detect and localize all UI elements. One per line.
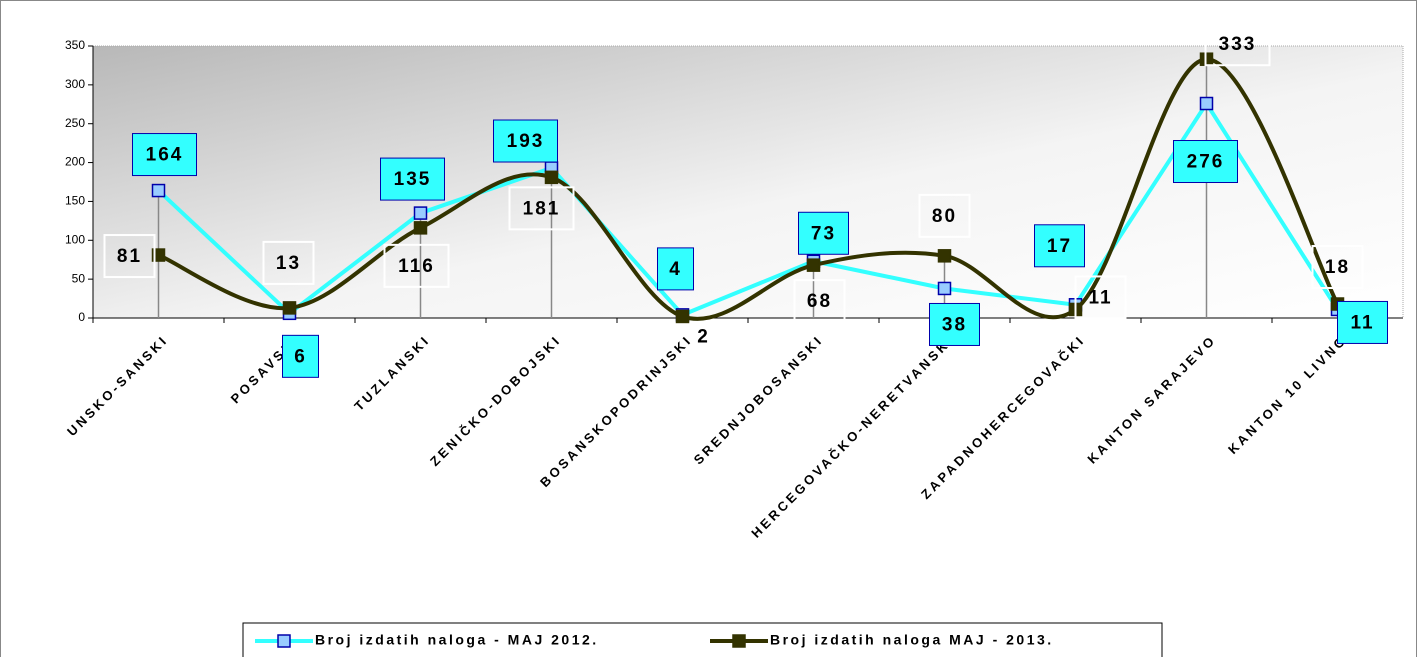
data-label: 11 bbox=[1350, 312, 1374, 333]
point-marker bbox=[282, 301, 297, 315]
data-label-box bbox=[929, 302, 980, 346]
data-label: 116 bbox=[398, 256, 435, 277]
point-marker bbox=[806, 258, 821, 272]
data-label: 276 bbox=[1187, 152, 1225, 173]
data-label-box bbox=[493, 119, 558, 163]
y-tick-label: 350 bbox=[65, 38, 85, 52]
data-label: 164 bbox=[146, 145, 184, 166]
point-marker bbox=[937, 249, 952, 263]
data-label-box bbox=[1173, 140, 1238, 184]
data-label-box bbox=[1074, 275, 1127, 320]
y-tick-label: 50 bbox=[72, 271, 86, 285]
point-marker bbox=[675, 309, 690, 324]
data-label: 181 bbox=[523, 198, 561, 219]
data-label: 11 bbox=[1088, 287, 1112, 308]
series-line bbox=[157, 57, 1340, 321]
data-label-box bbox=[918, 193, 971, 238]
legend-marker bbox=[732, 634, 746, 648]
data-label-box bbox=[508, 186, 575, 231]
series-line bbox=[157, 99, 1340, 318]
data-label-box bbox=[380, 157, 445, 201]
legend-marker bbox=[277, 634, 291, 648]
data-label-box bbox=[1337, 300, 1388, 344]
point-marker bbox=[1199, 96, 1214, 111]
y-tick-label: 300 bbox=[65, 77, 85, 91]
point-marker bbox=[151, 183, 166, 198]
point-marker bbox=[413, 206, 428, 220]
data-label: 81 bbox=[117, 246, 142, 267]
data-label: 333 bbox=[1219, 34, 1257, 55]
data-label: 80 bbox=[932, 206, 957, 227]
data-label: 4 bbox=[669, 259, 682, 280]
data-label: 18 bbox=[1325, 257, 1350, 278]
data-label: 38 bbox=[942, 314, 967, 335]
data-label-box bbox=[1204, 22, 1271, 67]
data-label-box bbox=[282, 334, 319, 378]
data-label-box bbox=[103, 234, 156, 279]
data-label: 2 bbox=[697, 326, 710, 347]
legend-box bbox=[242, 622, 1163, 662]
point-marker bbox=[413, 221, 428, 235]
data-label-box bbox=[793, 279, 846, 324]
data-label: 13 bbox=[276, 253, 301, 274]
data-label: 193 bbox=[507, 131, 545, 152]
data-label-box bbox=[132, 133, 197, 177]
y-tick-label: 0 bbox=[78, 310, 85, 324]
data-label-box bbox=[1311, 245, 1364, 290]
data-label-box bbox=[798, 211, 849, 255]
data-label: 17 bbox=[1047, 236, 1072, 257]
data-label: 135 bbox=[394, 169, 432, 190]
data-label: 68 bbox=[807, 291, 832, 312]
data-label-box bbox=[657, 247, 694, 291]
point-marker bbox=[937, 281, 952, 296]
y-tick-label: 100 bbox=[65, 232, 85, 246]
y-tick-label: 200 bbox=[65, 155, 85, 169]
point-marker bbox=[544, 170, 559, 185]
y-tick-label: 150 bbox=[65, 194, 85, 208]
legend-label: Broj izdatih naloga MAJ - 2013. bbox=[770, 632, 1054, 648]
data-label-box bbox=[1034, 224, 1085, 268]
data-label-box bbox=[383, 243, 450, 288]
data-label: 6 bbox=[294, 346, 307, 367]
y-tick-label: 250 bbox=[65, 116, 85, 130]
data-label-box bbox=[262, 240, 315, 285]
data-label: 73 bbox=[811, 223, 836, 244]
legend-label: Broj izdatih naloga - MAJ 2012. bbox=[315, 632, 599, 648]
